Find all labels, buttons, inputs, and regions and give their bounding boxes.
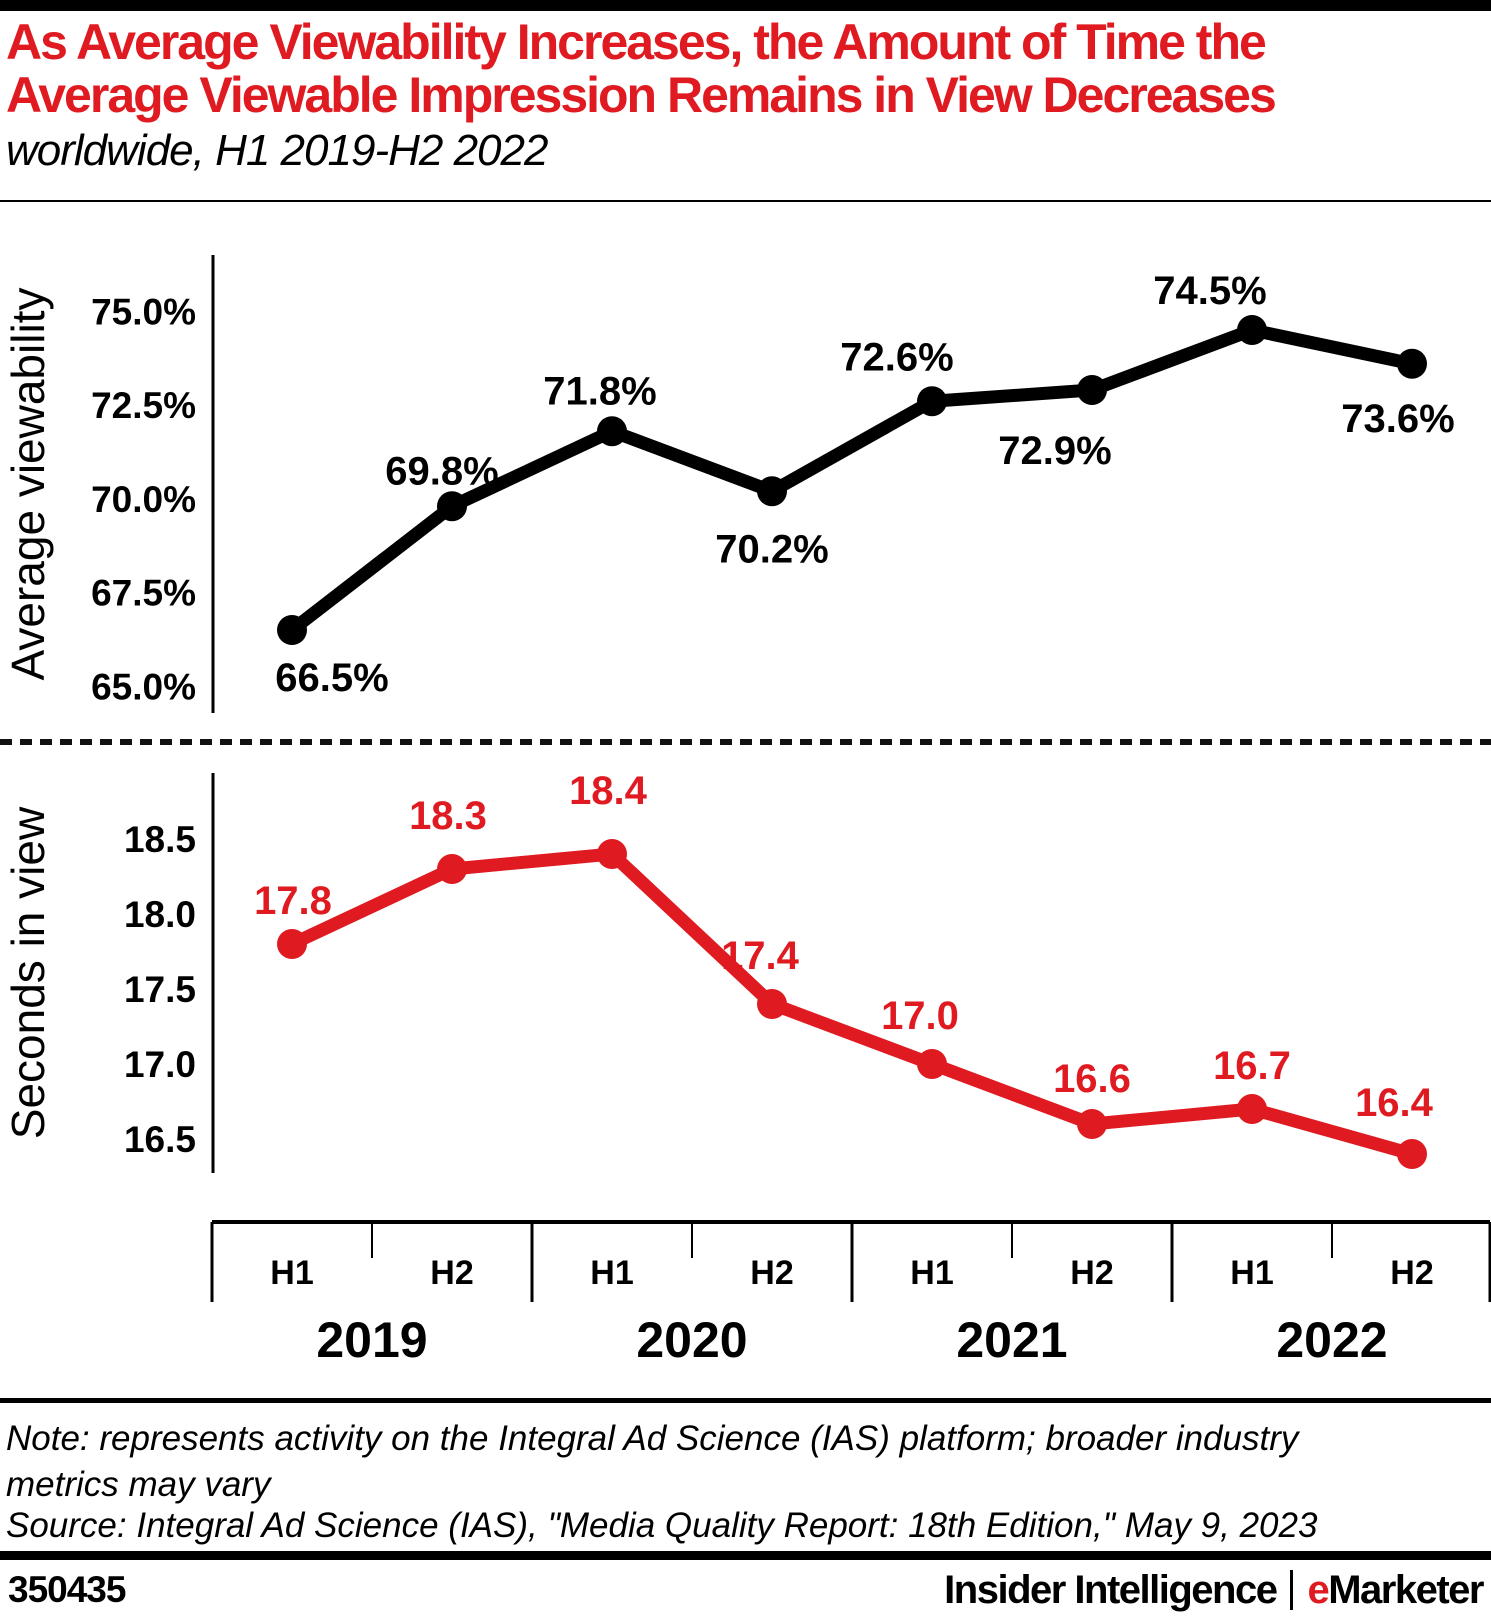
brand-separator	[1290, 1570, 1294, 1610]
footer: 350435 Insider Intelligence eMarketer	[8, 1567, 1484, 1613]
point-h2-2020	[757, 989, 787, 1019]
half-year-label: H1	[270, 1254, 313, 1292]
year-label: 2019	[316, 1312, 427, 1368]
point-h2-2021	[1077, 1109, 1107, 1139]
data-label: 71.8%	[543, 369, 656, 413]
half-year-label: H1	[1230, 1254, 1273, 1292]
data-label: 72.6%	[840, 335, 953, 379]
y-tick-label: 18.5	[124, 819, 196, 860]
y-tick-label: 67.5%	[91, 573, 196, 614]
data-label: 17.8	[254, 879, 332, 923]
footer-black-bar	[0, 1551, 1491, 1560]
point-h1-2022	[1237, 315, 1267, 345]
header-divider-rule	[0, 200, 1491, 202]
average-viewability-axis-title: Average viewability	[2, 288, 54, 681]
chart-title: As Average Viewability Increases, the Am…	[6, 16, 1491, 122]
y-tick-label: 17.0	[124, 1044, 196, 1085]
seconds-in-view-axis-title: Seconds in view	[2, 806, 54, 1139]
data-label: 73.6%	[1341, 397, 1454, 441]
point-h2-2022	[1397, 1139, 1427, 1169]
point-h1-2021	[917, 1049, 947, 1079]
point-h2-2019	[437, 491, 467, 522]
y-tick-label: 70.0%	[91, 479, 196, 520]
chart-title-line1: As Average Viewability Increases, the Am…	[6, 14, 1267, 70]
emarketer-logo: eMarketer	[1307, 1567, 1484, 1613]
y-tick-label: 17.5	[124, 969, 196, 1010]
data-label: 69.8%	[385, 449, 498, 493]
average-viewability-line	[285, 323, 1419, 637]
data-label: 72.9%	[998, 429, 1111, 473]
data-label: 17.0	[881, 994, 959, 1038]
y-tick-label: 16.5	[124, 1119, 196, 1160]
data-label: 16.6	[1053, 1057, 1131, 1101]
half-year-label: H2	[430, 1254, 473, 1292]
data-label: 70.2%	[715, 527, 828, 571]
seconds-in-view-chart: Seconds in view 18.5 18.0 17.5 17.0 16.5 17.8 1…	[2, 769, 1434, 1173]
chart-id: 350435	[8, 1569, 126, 1610]
y-tick-label: 72.5%	[91, 385, 196, 426]
data-label: 16.7	[1213, 1044, 1291, 1088]
data-label: 17.4	[721, 934, 800, 978]
data-label: 18.3	[409, 794, 487, 838]
emarketer-rest: Marketer	[1328, 1567, 1484, 1612]
note-text: Note: represents activity on the Integra…	[6, 1419, 1299, 1504]
emarketer-e: e	[1307, 1567, 1329, 1612]
half-year-label: H2	[1070, 1254, 1113, 1292]
chart-subtitle: worldwide, H1 2019-H2 2022	[6, 126, 548, 175]
point-h2-2022	[1397, 348, 1427, 379]
insider-intelligence-logo: Insider Intelligence	[944, 1567, 1278, 1612]
half-year-label: H1	[910, 1254, 953, 1292]
point-h2-2020	[757, 476, 787, 507]
point-h2-2021	[1077, 375, 1107, 405]
point-h1-2020	[597, 416, 627, 447]
half-year-label: H1	[590, 1254, 633, 1292]
point-h1-2019	[277, 615, 307, 645]
brand-logos: Insider Intelligence eMarketer	[944, 1567, 1484, 1613]
year-label: 2021	[956, 1312, 1067, 1368]
y-tick-label: 18.0	[124, 894, 196, 935]
year-label: 2020	[636, 1312, 747, 1368]
half-year-label: H2	[1390, 1254, 1433, 1292]
data-label: 66.5%	[275, 656, 388, 700]
y-tick-label: 65.0%	[91, 666, 196, 707]
point-h1-2020	[597, 839, 627, 869]
data-label: 74.5%	[1153, 269, 1266, 313]
point-h2-2019	[437, 854, 467, 884]
point-h1-2021	[917, 386, 947, 417]
note-divider-rule	[0, 1398, 1491, 1403]
average-viewability-chart: Average viewability 75.0% 72.5% 70.0% 67.5% 6…	[2, 255, 1455, 713]
point-h1-2022	[1237, 1094, 1267, 1124]
top-black-bar	[0, 0, 1491, 11]
data-label: 16.4	[1355, 1081, 1434, 1125]
data-label: 18.4	[569, 769, 648, 813]
y-tick-label: 75.0%	[91, 291, 196, 332]
chart-title-line2: Average Viewable Impression Remains in V…	[6, 67, 1277, 123]
half-year-label: H2	[750, 1254, 793, 1292]
point-h1-2019	[277, 929, 307, 959]
source-text: Source: Integral Ad Science (IAS), "Medi…	[6, 1506, 1318, 1545]
year-label: 2022	[1276, 1312, 1387, 1368]
seconds-in-view-line	[285, 847, 1419, 1161]
